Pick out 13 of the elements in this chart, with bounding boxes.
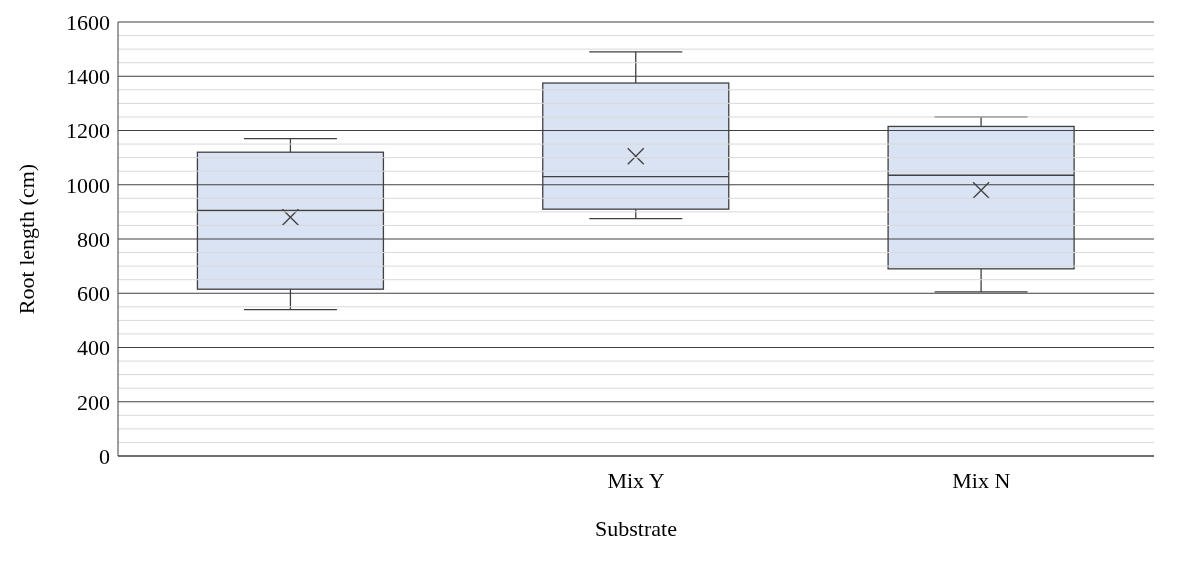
y-tick-label: 200	[77, 389, 110, 415]
y-tick-label: 0	[99, 443, 110, 469]
x-axis-title: Substrate	[595, 516, 677, 541]
y-tick-label: 1600	[66, 9, 110, 35]
y-tick-label: 1000	[66, 172, 110, 198]
x-tick-label: Mix N	[952, 467, 1011, 493]
y-tick-label: 1400	[66, 64, 110, 90]
y-tick-label: 400	[77, 335, 110, 361]
y-tick-label: 600	[77, 281, 110, 307]
y-tick-label: 1200	[66, 118, 110, 144]
x-tick-label: Mix Y	[607, 467, 665, 493]
y-axis-title: Root length (cm)	[13, 163, 39, 315]
y-tick-label: 800	[77, 226, 110, 252]
